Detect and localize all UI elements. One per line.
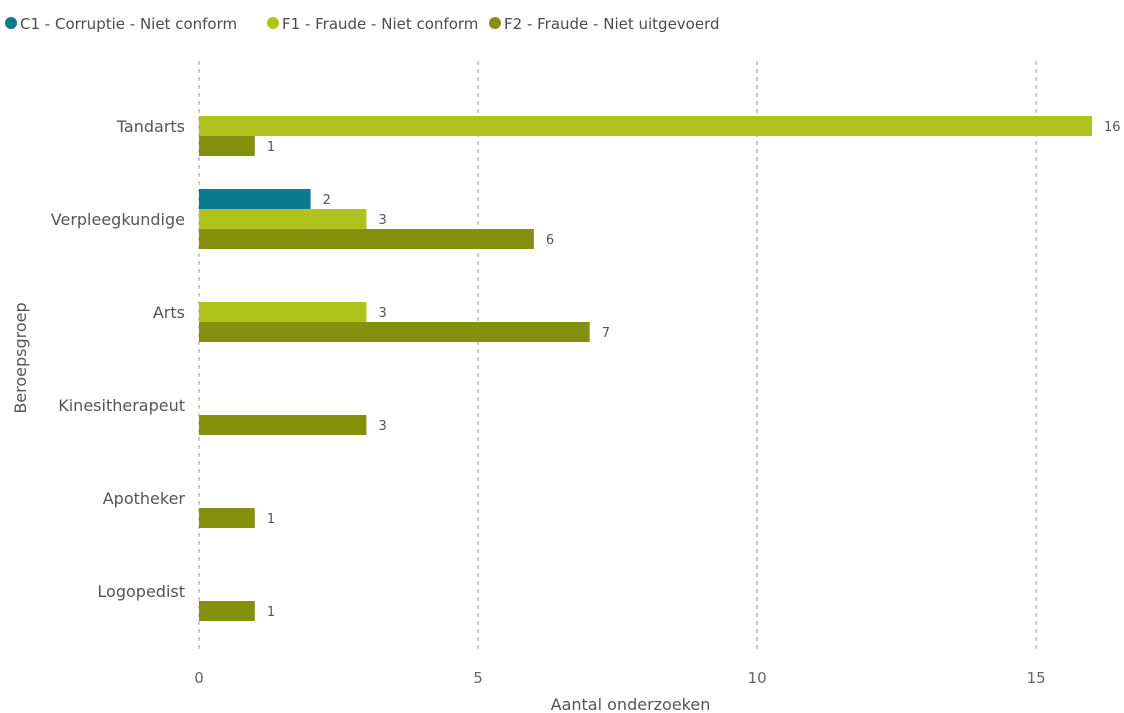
gridlines (198, 61, 1038, 653)
bar-verpleegkundige-series-1[interactable] (199, 189, 311, 209)
legend-label-3: F2 - Fraude - Niet uitgevoerd (504, 15, 720, 33)
category-label-verpleegkundige: Verpleegkundige (51, 210, 185, 229)
bars (199, 116, 1092, 621)
data-label-arts-series-2: 3 (378, 306, 386, 321)
legend-marker-1 (5, 17, 17, 29)
x-tick-label-10: 10 (748, 669, 767, 687)
x-tick-label-5: 5 (473, 669, 483, 687)
data-label-tandarts-series-3: 1 (267, 140, 275, 155)
bar-tandarts-series-2[interactable] (199, 116, 1092, 136)
legend-marker-2 (267, 17, 279, 29)
bar-verpleegkundige-series-3[interactable] (199, 229, 534, 249)
legend-label-1: C1 - Corruptie - Niet conform (20, 15, 237, 33)
labels: 0 5 10 15 Tandarts 16 1 Verpleegkundige 2 3 6 Arts 3… (51, 117, 1121, 687)
data-label-verpleegkundige-series-2: 3 (378, 213, 386, 228)
category-label-kinesitherapeut: Kinesitherapeut (58, 396, 185, 415)
data-label-arts-series-3: 7 (602, 326, 610, 341)
legend-label-2: F1 - Fraude - Niet conform (282, 15, 478, 33)
y-axis-title: Beroepsgroep (11, 302, 30, 413)
data-label-verpleegkundige-series-1: 2 (323, 193, 331, 208)
bar-arts-series-3[interactable] (199, 322, 590, 342)
x-tick-label-15: 15 (1027, 669, 1046, 687)
data-label-verpleegkundige-series-3: 6 (546, 233, 554, 248)
bar-tandarts-series-3[interactable] (199, 136, 255, 156)
category-label-apotheker: Apotheker (103, 489, 186, 508)
data-label-logopedist-series-3: 1 (267, 605, 275, 620)
category-label-arts: Arts (153, 303, 185, 322)
bar-apotheker-series-3[interactable] (199, 508, 255, 528)
legend: C1 - Corruptie - Niet conform F1 - Fraude… (5, 15, 720, 33)
legend-marker-3 (489, 17, 501, 29)
bar-verpleegkundige-series-2[interactable] (199, 209, 367, 229)
data-label-apotheker-series-3: 1 (267, 512, 275, 527)
bar-kinesitherapeut-series-3[interactable] (199, 415, 367, 435)
category-label-logopedist: Logopedist (97, 582, 185, 601)
data-label-kinesitherapeut-series-3: 3 (378, 419, 386, 434)
data-label-tandarts-series-2: 16 (1104, 120, 1121, 135)
category-label-tandarts: Tandarts (116, 117, 185, 136)
bar-logopedist-series-3[interactable] (199, 601, 255, 621)
x-tick-label-0: 0 (194, 669, 204, 687)
x-axis-title: Aantal onderzoeken (551, 695, 711, 713)
bar-arts-series-2[interactable] (199, 302, 367, 322)
